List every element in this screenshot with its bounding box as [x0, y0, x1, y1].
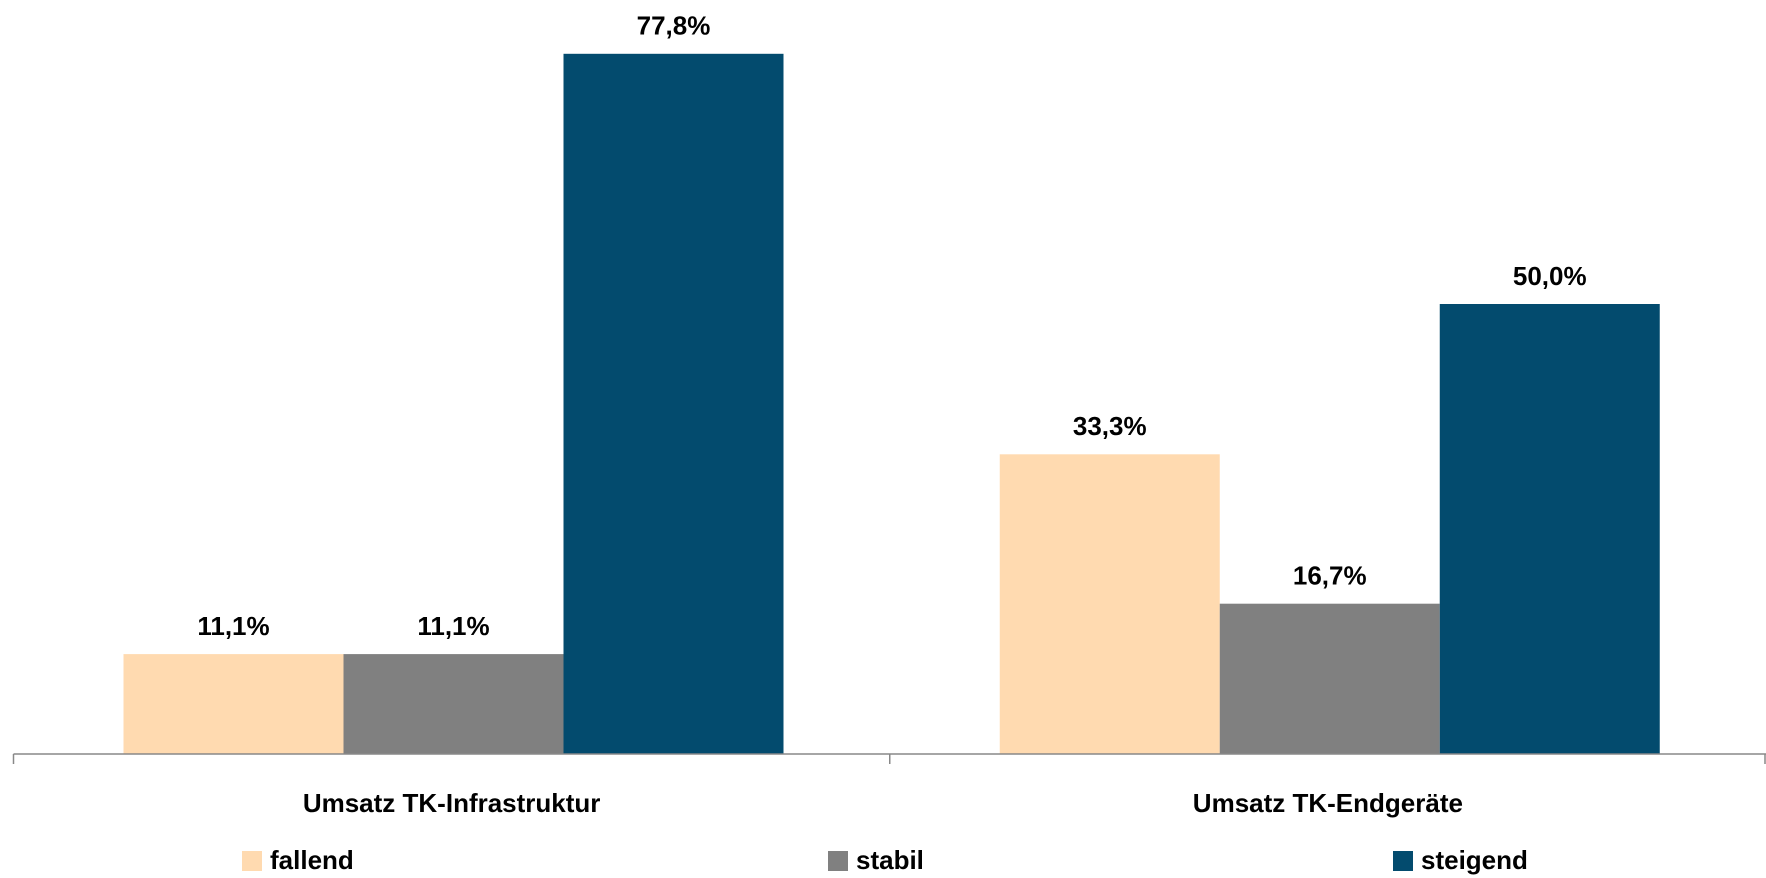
bar [1439, 304, 1660, 754]
legend-swatch [828, 851, 848, 871]
bar [123, 654, 344, 754]
legend-label: steigend [1421, 845, 1528, 875]
bar [343, 654, 564, 754]
legend-label: fallend [270, 845, 354, 875]
value-label: 16,7% [1293, 561, 1367, 591]
bar [563, 53, 784, 755]
value-label: 11,1% [197, 611, 269, 641]
legend-swatch [242, 851, 262, 871]
value-label: 50,0% [1513, 261, 1587, 291]
value-label: 11,1% [417, 611, 489, 641]
value-label: 33,3% [1073, 411, 1147, 441]
bar [1219, 603, 1440, 754]
legend-swatch [1393, 851, 1413, 871]
bar [999, 454, 1220, 754]
legend-label: stabil [856, 845, 924, 875]
x-tick-label: Umsatz TK-Infrastruktur [303, 788, 601, 818]
x-tick-label: Umsatz TK-Endgeräte [1193, 788, 1463, 818]
value-label: 77,8% [637, 11, 711, 41]
